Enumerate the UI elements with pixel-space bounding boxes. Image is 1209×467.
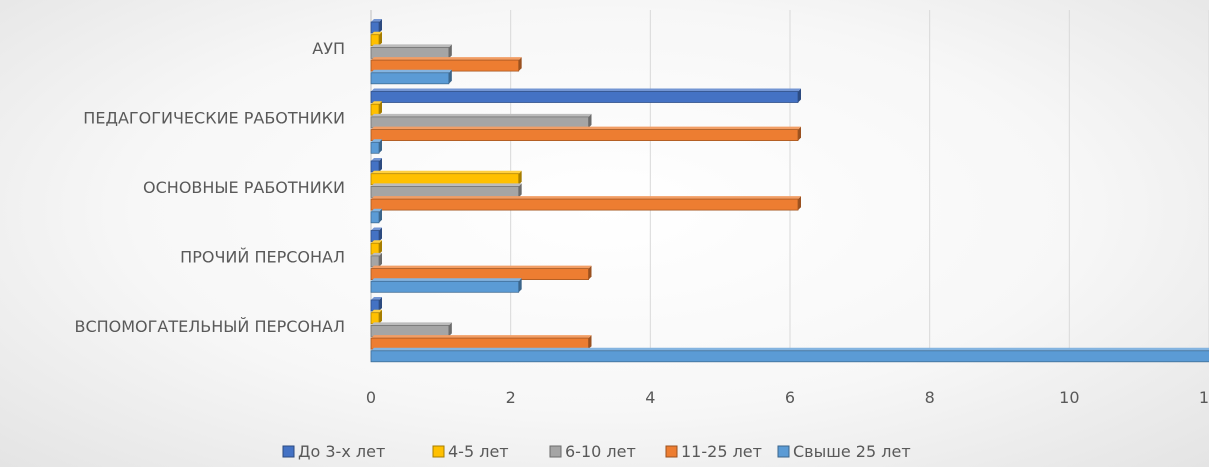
legend-swatch xyxy=(549,445,562,458)
legend-item: 6-10 лет xyxy=(549,442,636,461)
bar xyxy=(370,158,382,173)
bar xyxy=(370,347,1209,363)
legend-item: 4-5 лет xyxy=(432,442,509,461)
bar xyxy=(370,31,382,47)
bar xyxy=(370,265,592,281)
x-tick-label: 6 xyxy=(785,388,795,407)
legend-item: До 3-х лет xyxy=(282,442,385,461)
x-tick-labels: 0 2 4 6 8 10 12 xyxy=(366,388,1209,407)
bar xyxy=(370,297,382,312)
legend-label: 11-25 лет xyxy=(681,442,762,461)
category-labels: АУП ПЕДАГОГИЧЕСКИЕ РАБОТНИКИ ОСНОВНЫЕ РАБО… xyxy=(74,39,345,336)
legend-label: 4-5 лет xyxy=(448,442,509,461)
legend-label: 6-10 лет xyxy=(565,442,636,461)
category-label: ОСНОВНЫЕ РАБОТНИКИ xyxy=(143,178,345,197)
legend-label: Свыше 25 лет xyxy=(793,442,911,461)
bar xyxy=(370,335,592,350)
bar xyxy=(370,278,522,293)
legend-label: До 3-х лет xyxy=(298,442,385,461)
x-tick-label: 4 xyxy=(645,388,655,407)
bar xyxy=(370,170,522,186)
x-tick-label: 8 xyxy=(925,388,935,407)
bar xyxy=(370,101,382,116)
legend-swatch xyxy=(282,445,295,458)
x-tick-label: 10 xyxy=(1059,388,1079,407)
bar xyxy=(370,309,382,325)
bar xyxy=(370,88,801,103)
legend-swatch xyxy=(432,445,445,458)
x-tick-label: 2 xyxy=(506,388,516,407)
category-label: ПРОЧИЙ ПЕРСОНАЛ xyxy=(180,247,345,266)
legend-item: Свыше 25 лет xyxy=(777,442,911,461)
legend-swatch xyxy=(777,445,790,458)
bar xyxy=(370,19,382,34)
bar xyxy=(370,240,382,255)
bar xyxy=(370,57,522,72)
bar xyxy=(370,322,452,337)
bars xyxy=(370,19,1209,363)
x-tick-label: 0 xyxy=(366,388,376,407)
bar xyxy=(370,139,382,154)
bar xyxy=(370,183,522,198)
bar xyxy=(370,227,382,242)
category-label: ПЕДАГОГИЧЕСКИЕ РАБОТНИКИ xyxy=(83,108,345,127)
category-label: ВСПОМОГАТЕЛЬНЫЙ ПЕРСОНАЛ xyxy=(74,317,345,336)
bar xyxy=(370,196,801,211)
bar xyxy=(370,252,382,268)
legend-item: 11-25 лет xyxy=(665,442,762,461)
bar xyxy=(370,126,801,142)
bar xyxy=(370,69,452,85)
x-tick-label: 12 xyxy=(1199,388,1209,407)
legend: До 3-х лет 4-5 лет 6-10 лет 11-25 лет Свыше … xyxy=(282,442,911,461)
legend-swatch xyxy=(665,445,678,458)
bar xyxy=(370,113,592,129)
category-label: АУП xyxy=(312,39,345,58)
bar xyxy=(370,208,382,224)
bar xyxy=(370,44,452,59)
